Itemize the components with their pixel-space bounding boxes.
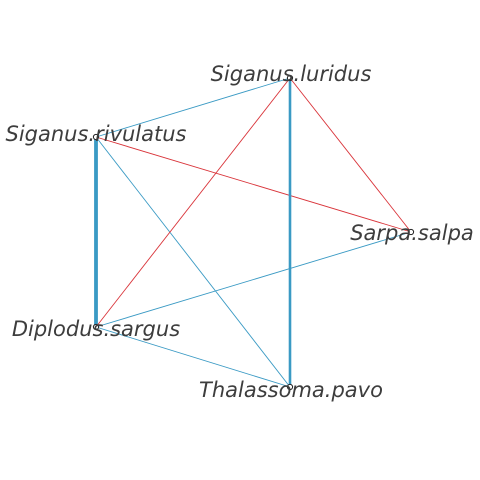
edge-sargus-pavo xyxy=(95,326,291,388)
nodes-layer xyxy=(92,74,415,391)
edge-luridus-sargus xyxy=(95,77,291,328)
node-rivulatus xyxy=(92,133,100,141)
edges-layer xyxy=(94,77,412,388)
edge-rivulatus-pavo xyxy=(95,136,291,388)
edge-rivulatus-luridus xyxy=(95,77,291,138)
labels-layer: Siganus.luridus Siganus.rivulatus Sarpa.sa… xyxy=(6,62,474,402)
edge-rivulatus-salpa xyxy=(95,136,412,233)
node-luridus xyxy=(286,74,294,82)
node-label-sargus: Diplodus.sargus xyxy=(12,317,180,341)
node-label-luridus: Siganus.luridus xyxy=(211,62,372,86)
edge-luridus-salpa xyxy=(289,77,412,233)
edge-sargus-salpa xyxy=(95,231,412,328)
node-sargus xyxy=(92,323,100,331)
node-label-rivulatus: Siganus.rivulatus xyxy=(6,122,187,146)
node-label-salpa: Sarpa.salpa xyxy=(350,221,474,245)
node-label-pavo: Thalassoma.pavo xyxy=(199,378,383,402)
node-salpa xyxy=(407,228,415,236)
node-pavo xyxy=(286,383,294,391)
